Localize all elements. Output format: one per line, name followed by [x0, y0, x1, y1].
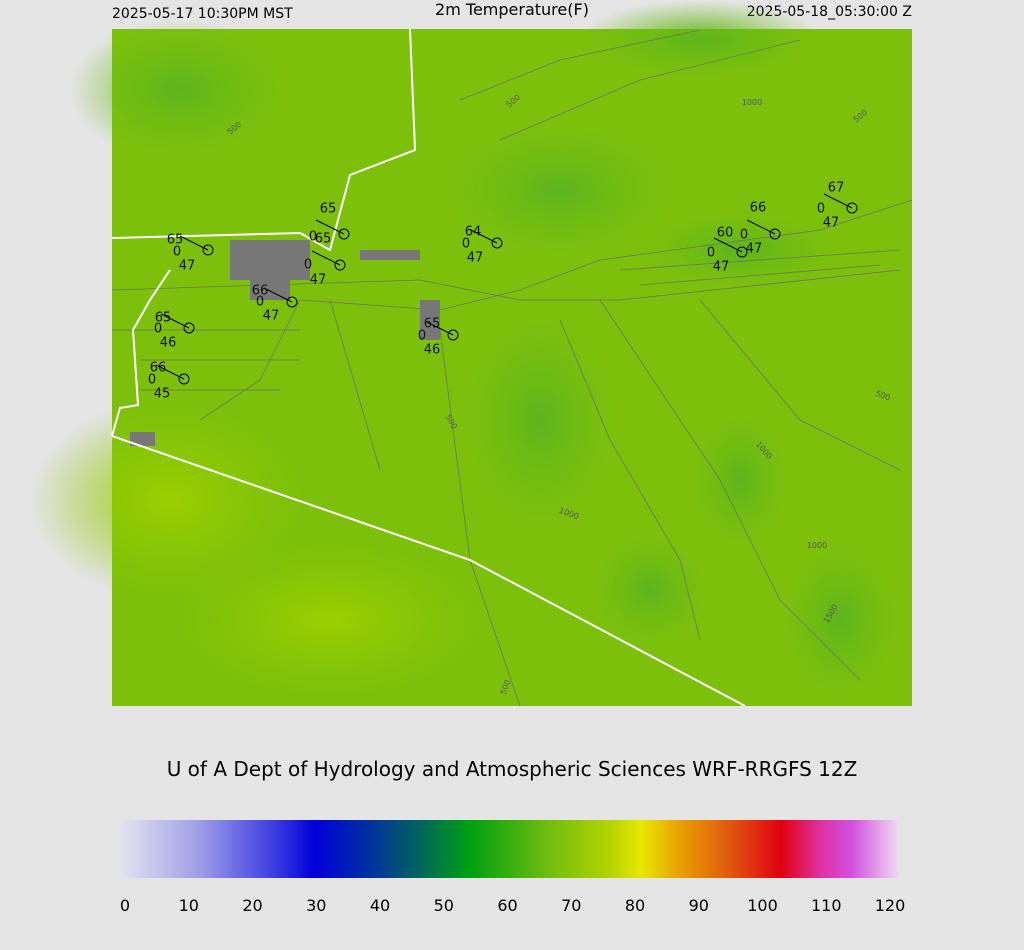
- valid-time-local: 2025-05-17 10:30PM MST: [112, 6, 293, 22]
- station-dew: 45: [154, 387, 171, 402]
- station-temp: 67: [828, 181, 845, 196]
- colorbar-tick-label: 40: [370, 896, 390, 915]
- station-dew: 47: [310, 273, 327, 288]
- station-circle: [334, 259, 346, 271]
- station-temp: 64: [465, 225, 482, 240]
- colorbar-tick-label: 60: [497, 896, 517, 915]
- credit: U of A Dept of Hydrology and Atmospheric…: [167, 757, 858, 781]
- station-wind: 0: [462, 237, 470, 252]
- station-circle: [183, 322, 195, 334]
- station-wind: 0: [256, 295, 264, 310]
- station-wind: 0: [740, 228, 748, 243]
- station-circle: [491, 237, 503, 249]
- station-wind: 0: [707, 246, 715, 261]
- station-wind: 0: [418, 329, 426, 344]
- station-temp: 60: [717, 226, 734, 241]
- station-dew: 47: [467, 251, 484, 266]
- station-temp: 66: [750, 201, 767, 216]
- station-circle: [202, 244, 214, 256]
- station-plot: 650: [309, 202, 350, 245]
- station-dew: 47: [179, 259, 196, 274]
- station-wind: 0: [148, 373, 156, 388]
- colorbar-tick-label: 30: [306, 896, 326, 915]
- station-wind: 0: [304, 258, 312, 273]
- colorbar-tick-label: 120: [875, 896, 906, 915]
- colorbar-tick-label: 100: [747, 896, 778, 915]
- station-temp: 66: [150, 361, 167, 376]
- map-title: 2m Temperature(F): [435, 0, 589, 19]
- station-temp: 65: [155, 311, 172, 326]
- station-temp: 65: [167, 233, 184, 248]
- station-dew: 47: [713, 260, 730, 275]
- station-circle: [286, 296, 298, 308]
- station-wind: 0: [154, 322, 162, 337]
- station-temp: 66: [252, 284, 269, 299]
- colorbar-tick-label: 50: [434, 896, 454, 915]
- colorbar-tick-label: 20: [242, 896, 262, 915]
- station-wind: 0: [309, 230, 317, 245]
- station-temp: 65: [320, 202, 337, 217]
- contour-label: 1000: [742, 98, 762, 107]
- station-temp: 65: [424, 317, 441, 332]
- colorbar-tick-label: 0: [120, 896, 130, 915]
- station-wind: 0: [817, 202, 825, 217]
- colorbar: [120, 820, 898, 878]
- colorbar-tick-label: 80: [625, 896, 645, 915]
- station-circle: [769, 228, 781, 240]
- station-circle: [736, 246, 748, 258]
- station-dew: 46: [424, 343, 441, 358]
- station-dew: 47: [263, 309, 280, 324]
- colorbar-tick-label: 90: [689, 896, 709, 915]
- station-dew: 46: [160, 336, 177, 351]
- colorbar-tick-label: 10: [179, 896, 199, 915]
- station-circle: [338, 228, 350, 240]
- station-dew: 47: [746, 242, 763, 257]
- colorbar-tick-label: 110: [811, 896, 842, 915]
- map-field: [30, 0, 913, 707]
- colorbar-tick-label: 70: [561, 896, 581, 915]
- station-wind: 0: [173, 245, 181, 260]
- station-circle: [178, 373, 190, 385]
- station-circle: [447, 329, 459, 341]
- station-temp: 65: [315, 232, 332, 247]
- station-circle: [846, 202, 858, 214]
- station-dew: 47: [823, 216, 840, 231]
- contour-label: 1000: [807, 541, 827, 550]
